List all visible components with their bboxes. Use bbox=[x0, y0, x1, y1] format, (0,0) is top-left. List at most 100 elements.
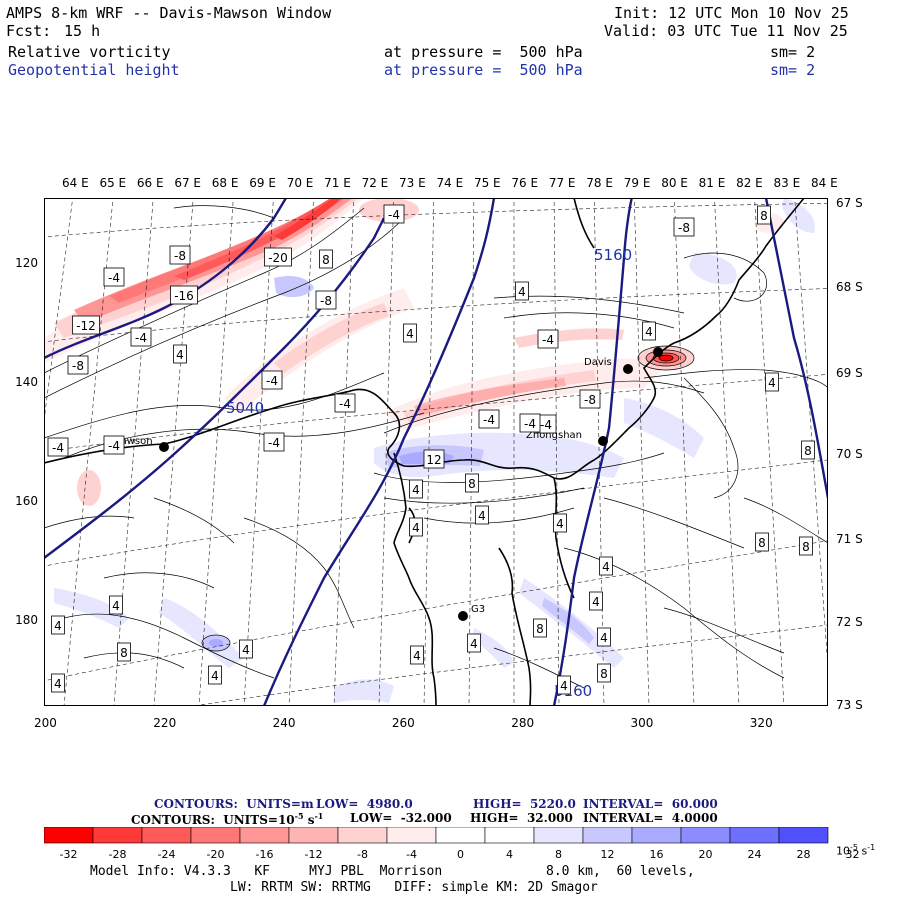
colorbar-cell bbox=[190, 827, 241, 844]
colorbar-cell bbox=[141, 827, 192, 844]
graticule bbox=[44, 198, 828, 706]
longitude-label: 76 E bbox=[511, 176, 539, 190]
colorbar-label: 32 bbox=[845, 848, 860, 861]
colorbar-label: -16 bbox=[255, 848, 274, 861]
vorticity-label-box bbox=[109, 595, 123, 615]
x-tick-label: 300 bbox=[630, 716, 654, 730]
vorticity-contour-label: 4 bbox=[112, 599, 120, 613]
x-tick-label: 280 bbox=[511, 716, 535, 730]
colorbar-label: 4 bbox=[506, 848, 513, 861]
colorbar-label: 24 bbox=[747, 848, 762, 861]
vorticity-label-box bbox=[467, 633, 481, 653]
colorbar-label: -4 bbox=[406, 848, 417, 861]
colorbar-label: 28 bbox=[796, 848, 811, 861]
vorticity-label-box bbox=[765, 372, 779, 392]
vorticity-label-box bbox=[170, 285, 198, 305]
longitude-label: 64 E bbox=[62, 176, 89, 190]
vorticity-contour-label: 4 bbox=[600, 631, 608, 645]
vorticity-contour-label: -4 bbox=[108, 439, 120, 453]
longitude-label: 80 E bbox=[661, 176, 688, 190]
vorticity-label-box bbox=[51, 673, 65, 693]
longitude-label: 73 E bbox=[399, 176, 426, 190]
longitude-label: 74 E bbox=[436, 176, 464, 190]
vorticity-label-box bbox=[478, 409, 500, 429]
valid-time: Valid: 03 UTC Tue 11 Nov 25 bbox=[604, 22, 848, 40]
vorticity-map: MawsonDavisZhongshanG3504051605160-4-8-1… bbox=[44, 198, 828, 706]
colorbar-cell bbox=[778, 827, 829, 844]
colorbar-cell bbox=[533, 827, 584, 844]
vorticity-label-box bbox=[130, 327, 152, 347]
vorticity-label-box bbox=[579, 389, 601, 409]
vorticity-contour-high: HIGH= 32.000 bbox=[470, 811, 573, 825]
longitude-label: 65 E bbox=[99, 176, 127, 190]
longitude-label: 70 E bbox=[286, 176, 314, 190]
field2-level: at pressure = 500 hPa bbox=[384, 61, 583, 79]
vorticity-label-box bbox=[67, 355, 89, 375]
colorbar-label: 12 bbox=[600, 848, 615, 861]
longitude-label: 82 E bbox=[736, 176, 763, 190]
vorticity-label-box bbox=[673, 217, 695, 237]
vorticity-contour-interval: INTERVAL= 4.0000 bbox=[583, 811, 718, 825]
longitude-label: 79 E bbox=[623, 176, 651, 190]
vorticity-contour-label: 8 bbox=[758, 536, 766, 550]
vorticity-contour-label: 4 bbox=[768, 376, 776, 390]
vorticity-label-box bbox=[515, 281, 529, 301]
x-tick-label: 200 bbox=[34, 716, 57, 730]
colorbar-cell bbox=[582, 827, 633, 844]
vorticity-label-box bbox=[51, 615, 65, 635]
colorbar bbox=[44, 827, 829, 844]
longitude-label: 69 E bbox=[249, 176, 276, 190]
latitude-label: 67 S bbox=[836, 196, 863, 210]
station-markers bbox=[159, 347, 663, 621]
latitude-label: 69 S bbox=[836, 366, 863, 380]
colorbar-cell bbox=[631, 827, 682, 844]
vorticity-label-box bbox=[597, 663, 611, 683]
vorticity-contour-label: 8 bbox=[536, 622, 544, 636]
y-tick-label: 180 bbox=[15, 613, 38, 627]
station-label: G3 bbox=[471, 604, 485, 615]
y-tick-label: 160 bbox=[15, 494, 38, 508]
vorticity-contour-label: -8 bbox=[584, 393, 596, 407]
vorticity-contour-label: -8 bbox=[320, 294, 332, 308]
vorticity-label-box bbox=[315, 290, 337, 310]
colorbar-cell bbox=[239, 827, 290, 844]
vorticity-label-box bbox=[103, 435, 125, 455]
vorticity-contour-label: -8 bbox=[72, 359, 84, 373]
vorticity-contour-label: 12 bbox=[426, 453, 441, 467]
grid-info: 8.0 km, 60 levels, bbox=[546, 864, 695, 879]
longitude-label: 75 E bbox=[473, 176, 501, 190]
field1-level: at pressure = 500 hPa bbox=[384, 43, 583, 61]
colorbar-cell bbox=[435, 827, 486, 844]
forecast-label: Fcst: bbox=[6, 22, 52, 40]
vorticity-label-box bbox=[519, 413, 541, 433]
vorticity-label-box bbox=[423, 449, 445, 469]
vorticity-contour-label: 4 bbox=[54, 677, 62, 691]
station-label: Mawson bbox=[112, 436, 153, 447]
vorticity-label-box bbox=[103, 267, 125, 287]
colorbar-label: 16 bbox=[649, 848, 664, 861]
vorticity-label-box bbox=[409, 517, 423, 537]
height-contour-interval: INTERVAL= 60.000 bbox=[583, 797, 718, 811]
vorticity-label-box bbox=[533, 618, 547, 638]
latitude-label: 70 S bbox=[836, 447, 863, 461]
colorbar-cell bbox=[288, 827, 339, 844]
vorticity-contour-label: 8 bbox=[468, 477, 476, 491]
vorticity-contour-label: -4 bbox=[266, 374, 278, 388]
vorticity-contour-label: 4 bbox=[478, 509, 486, 523]
x-tick-label: 240 bbox=[272, 716, 296, 730]
vorticity-contour-label: -4 bbox=[483, 413, 495, 427]
vorticity-label-box bbox=[334, 393, 356, 413]
x-tick-label: 220 bbox=[153, 716, 177, 730]
vorticity-contour-label: 8 bbox=[804, 444, 812, 458]
height-contour-high: HIGH= 5220.0 bbox=[473, 797, 576, 811]
vorticity-contour-label: -4 bbox=[524, 417, 536, 431]
latitude-label: 73 S bbox=[836, 698, 863, 712]
field2-smoothing: sm= 2 bbox=[770, 61, 816, 79]
vorticity-contour-label: 4 bbox=[413, 649, 421, 663]
vorticity-label-box bbox=[475, 505, 489, 525]
init-time: Init: 12 UTC Mon 10 Nov 25 bbox=[614, 4, 849, 22]
vorticity-label-box bbox=[799, 536, 813, 556]
colorbar-cell bbox=[484, 827, 535, 844]
colorbar-unit: 10-5 s-1 bbox=[836, 843, 876, 858]
vorticity-label-box bbox=[553, 513, 567, 533]
